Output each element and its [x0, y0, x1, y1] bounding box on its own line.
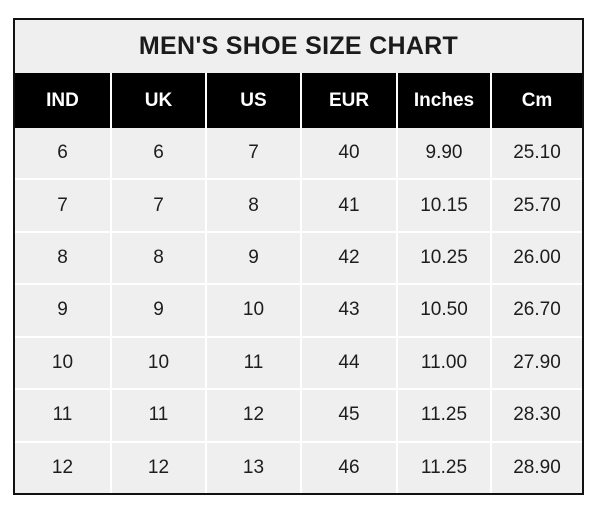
cell-inches: 9.90 — [398, 128, 492, 179]
cell-us: 12 — [207, 390, 302, 441]
column-header-ind: IND — [15, 73, 112, 128]
table-header-row: IND UK US EUR Inches Cm — [15, 73, 582, 128]
cell-ind: 10 — [15, 337, 112, 389]
table-row: 12 12 13 46 11.25 28.90 — [15, 442, 582, 493]
cell-inches: 11.25 — [398, 442, 492, 493]
column-header-cm: Cm — [492, 73, 582, 128]
cell-uk: 11 — [112, 390, 207, 441]
chart-title-bar: MEN'S SHOE SIZE CHART — [15, 20, 582, 73]
cell-ind: 12 — [15, 442, 112, 493]
cell-uk: 7 — [112, 180, 207, 231]
cell-us: 11 — [207, 337, 302, 389]
table-row: 10 10 11 44 11.00 27.90 — [15, 337, 582, 391]
column-header-inches: Inches — [398, 73, 492, 128]
cell-ind: 9 — [15, 285, 112, 336]
cell-eur: 43 — [302, 285, 398, 336]
page-title: MEN'S SHOE SIZE CHART — [138, 32, 459, 60]
table-body: 6 6 7 40 9.90 25.10 7 7 8 41 10.15 25.70… — [15, 128, 582, 493]
cell-uk: 12 — [112, 442, 207, 493]
cell-uk: 8 — [112, 232, 207, 284]
cell-us: 7 — [207, 128, 302, 179]
cell-eur: 44 — [302, 337, 398, 389]
cell-cm: 27.90 — [492, 337, 582, 389]
cell-inches: 11.25 — [398, 390, 492, 441]
cell-ind: 11 — [15, 390, 112, 441]
cell-eur: 46 — [302, 442, 398, 493]
cell-eur: 42 — [302, 232, 398, 284]
cell-uk: 10 — [112, 337, 207, 389]
table-row: 11 11 12 45 11.25 28.30 — [15, 390, 582, 443]
column-header-uk: UK — [112, 73, 207, 128]
cell-eur: 45 — [302, 390, 398, 441]
table-row: 9 9 10 43 10.50 26.70 — [15, 285, 582, 338]
cell-us: 10 — [207, 285, 302, 336]
cell-ind: 8 — [15, 232, 112, 284]
cell-eur: 40 — [302, 128, 398, 179]
size-chart-container: MEN'S SHOE SIZE CHART IND UK US EUR Inch… — [13, 18, 584, 495]
cell-cm: 28.30 — [492, 390, 582, 441]
cell-cm: 25.10 — [492, 128, 582, 179]
cell-inches: 11.00 — [398, 337, 492, 389]
cell-us: 9 — [207, 232, 302, 284]
cell-ind: 6 — [15, 128, 112, 179]
cell-cm: 25.70 — [492, 180, 582, 231]
cell-ind: 7 — [15, 180, 112, 231]
cell-cm: 26.00 — [492, 232, 582, 284]
table-row: 7 7 8 41 10.15 25.70 — [15, 180, 582, 233]
table-row: 8 8 9 42 10.25 26.00 — [15, 232, 582, 286]
column-header-eur: EUR — [302, 73, 398, 128]
cell-inches: 10.50 — [398, 285, 492, 336]
cell-uk: 6 — [112, 128, 207, 179]
cell-uk: 9 — [112, 285, 207, 336]
cell-cm: 28.90 — [492, 442, 582, 493]
table-row: 6 6 7 40 9.90 25.10 — [15, 128, 582, 181]
cell-inches: 10.15 — [398, 180, 492, 231]
cell-us: 13 — [207, 442, 302, 493]
cell-eur: 41 — [302, 180, 398, 231]
size-chart-table: IND UK US EUR Inches Cm 6 6 7 40 9.90 25… — [15, 73, 582, 493]
cell-cm: 26.70 — [492, 285, 582, 336]
cell-inches: 10.25 — [398, 232, 492, 284]
cell-us: 8 — [207, 180, 302, 231]
column-header-us: US — [207, 73, 302, 128]
